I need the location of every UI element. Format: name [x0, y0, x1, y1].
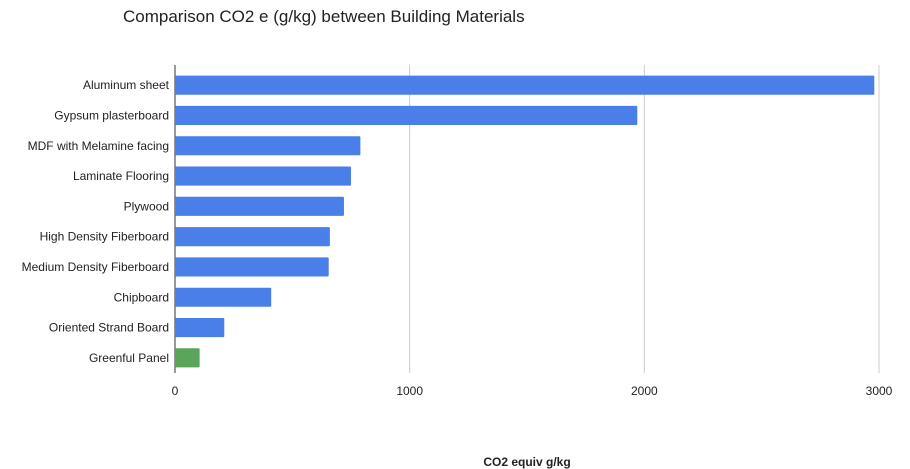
bar	[175, 136, 361, 156]
category-label: Laminate Flooring	[73, 169, 169, 183]
category-label: Medium Density Fiberboard	[22, 260, 169, 274]
bar	[175, 257, 329, 277]
bar	[175, 75, 875, 95]
x-tick-label: 3000	[866, 384, 893, 398]
bars	[175, 75, 875, 368]
x-tick-labels: 0 1000 2000 3000	[172, 384, 893, 398]
bar	[175, 318, 225, 338]
category-label: Gypsum plasterboard	[54, 108, 169, 122]
category-labels: Aluminum sheet Gypsum plasterboard MDF wit…	[22, 78, 170, 365]
bar	[175, 196, 344, 216]
bar	[175, 166, 351, 186]
bar	[175, 105, 638, 125]
x-tick-label: 1000	[396, 384, 423, 398]
x-axis-title: CO2 equiv g/kg	[483, 455, 570, 469]
category-label: Aluminum sheet	[83, 78, 170, 92]
category-label: Chipboard	[114, 290, 169, 304]
category-label: MDF with Melamine facing	[28, 139, 169, 153]
category-label: Plywood	[124, 199, 169, 213]
bar	[175, 287, 272, 307]
x-tick-label: 0	[172, 384, 179, 398]
category-label: High Density Fiberboard	[40, 230, 169, 244]
category-label: Greenful Panel	[89, 351, 169, 365]
x-tick-label: 2000	[631, 384, 658, 398]
bar	[175, 348, 200, 368]
bar	[175, 227, 330, 247]
category-label: Oriented Strand Board	[49, 321, 169, 335]
chart-title: Comparison CO2 e (g/kg) between Building…	[123, 7, 525, 26]
